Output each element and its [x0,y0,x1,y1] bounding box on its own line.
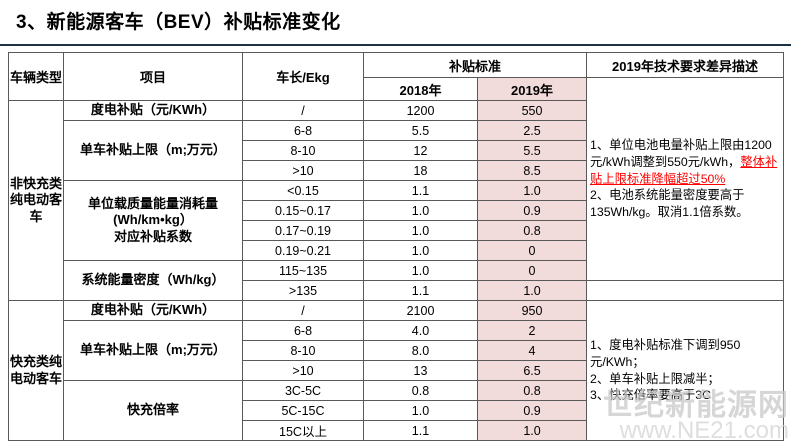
header-subsidy-standard: 补贴标准 [362,52,588,78]
value-2019: 4 [476,340,588,361]
value-2019: 5.5 [476,140,588,161]
value-2018: 12 [363,140,478,161]
value-2019: 0 [476,240,588,261]
desc-section-1: 1、单位电池电量补贴上限由1200元/kWh调整到550元/kWh，整体补贴上限… [586,77,785,281]
subsidy-table: 车辆类型 项目 车长/Ekg 补贴标准 2019年技术要求差异描述 2018年 … [8,52,785,441]
value-2018: 18 [363,160,478,181]
header-year-2018: 2018年 [363,77,478,101]
value-2018: 0.8 [363,380,478,401]
header-item: 项目 [63,52,243,101]
value-2019: 1.0 [476,420,588,441]
value-2019: 1.0 [476,180,588,201]
len-value: 0.15~0.17 [242,200,364,221]
value-2018: 1.0 [363,220,478,241]
value-2018: 5.5 [363,120,478,141]
len-value: 6-8 [242,320,364,341]
value-2018: 1.1 [363,280,478,301]
header-vehicle-type: 车辆类型 [8,52,64,101]
desc-2-line-1: 1、度电补贴标准下调到950元/KWh； [590,337,741,369]
item-label: 度电补贴（元/KWh） [63,300,243,321]
value-2018: 1.0 [363,260,478,281]
len-value: 8-10 [242,340,364,361]
desc-1-line-1: 1、单位电池电量补贴上限由1200元/kWh调整到550元/kWh， [590,137,772,169]
value-2019: 0.9 [476,400,588,421]
value-2019: 1.0 [476,280,588,301]
page-title: 3、新能源客车（BEV）补贴标准变化 [16,12,341,33]
value-2018: 1200 [363,100,478,121]
value-2019: 2.5 [476,120,588,141]
desc-1-line-2-highlight: 整体补贴上限标准降幅超过50% [590,154,778,186]
item-label: 单位载质量能量消耗量 (Wh/km•kg） 对应补贴系数 [63,180,243,261]
len-value: / [242,100,364,121]
len-value: 15C以上 [242,420,364,441]
len-value: >10 [242,360,364,381]
value-2019: 8.5 [476,160,588,181]
header-year-2019: 2019年 [476,77,588,101]
item-label: 快充倍率 [63,380,243,441]
value-2019: 2 [476,320,588,341]
desc-section-2: 1、度电补贴标准下调到950元/KWh； 2、单车补贴上限减半； 3、快充倍率要… [586,300,785,441]
value-2019: 0 [476,260,588,281]
value-2019: 0.8 [476,220,588,241]
value-2018: 13 [363,360,478,381]
len-value: <0.15 [242,180,364,201]
len-value: 0.19~0.21 [242,240,364,261]
vehicle-type-non-fast-charging: 非快充类纯电动客车 [8,100,64,301]
desc-spacer-cell [586,280,785,301]
len-value: 115~135 [242,260,364,281]
value-2018: 1.1 [363,180,478,201]
len-value: / [242,300,364,321]
item-label: 单车补贴上限（m;万元） [63,320,243,381]
value-2019: 6.5 [476,360,588,381]
len-value: 6-8 [242,120,364,141]
header-length: 车长/Ekg [242,52,364,101]
len-value: >135 [242,280,364,301]
desc-2-line-2: 2、单车补贴上限减半； [590,371,720,386]
value-2018: 1.0 [363,240,478,261]
value-2018: 1.0 [363,400,478,421]
desc-1-line-3: 2、电池系统能量密度要高于135Wh/kg。取消1.1倍系数。 [590,188,749,220]
header-diff-desc: 2019年技术要求差异描述 [586,52,785,78]
value-2018: 4.0 [363,320,478,341]
value-2019: 0.8 [476,380,588,401]
value-2018: 2100 [363,300,478,321]
value-2018: 1.0 [363,200,478,221]
item-label: 系统能量密度（Wh/kg） [63,260,243,301]
title-underline-rule [0,44,791,46]
len-value: 3C-5C [242,380,364,401]
vehicle-type-fast-charging: 快充类纯电动客车 [8,300,64,441]
item-label: 单车补贴上限（m;万元） [63,120,243,181]
len-value: 5C-15C [242,400,364,421]
len-value: >10 [242,160,364,181]
desc-2-line-3: 3、快充倍率要高于3C [590,388,711,403]
len-value: 8-10 [242,140,364,161]
value-2019: 0.9 [476,200,588,221]
value-2018: 1.1 [363,420,478,441]
value-2019: 950 [476,300,588,321]
len-value: 0.17~0.19 [242,220,364,241]
item-label: 度电补贴（元/KWh） [63,100,243,121]
value-2018: 8.0 [363,340,478,361]
value-2019: 550 [476,100,588,121]
